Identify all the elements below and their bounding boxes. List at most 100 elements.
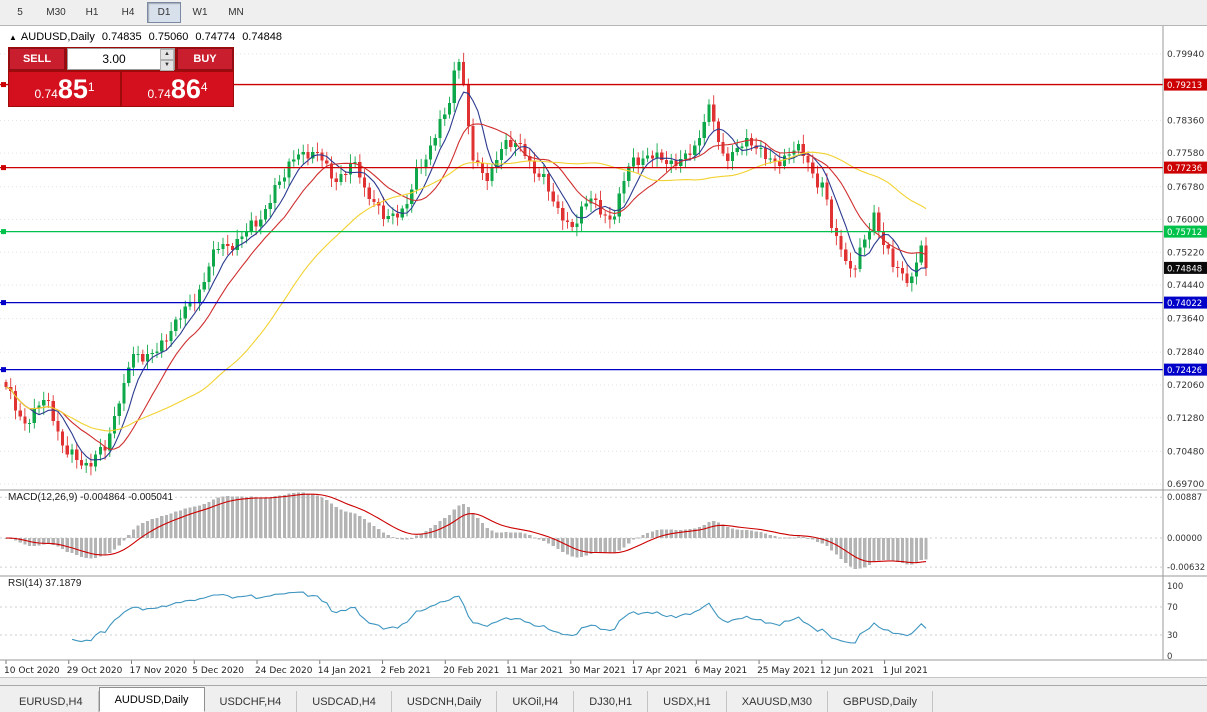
- svg-text:12 Jun 2021: 12 Jun 2021: [820, 666, 874, 676]
- tab-ukoil-h4[interactable]: UKOil,H4: [497, 691, 575, 712]
- svg-text:20 Feb 2021: 20 Feb 2021: [443, 666, 499, 676]
- svg-text:0.74440: 0.74440: [1167, 281, 1204, 291]
- level-lines[interactable]: 0.79213 0.77236 0.75712 0.74022 0.72426: [0, 78, 1207, 377]
- tab-xauusd-m30[interactable]: XAUUSD,M30: [727, 691, 829, 712]
- svg-text:25 May 2021: 25 May 2021: [757, 666, 816, 676]
- panel-separators: [0, 26, 1207, 661]
- svg-text:0.71280: 0.71280: [1167, 414, 1204, 424]
- price-label-0.77236: [1164, 161, 1207, 174]
- buy-price-sup: 4: [200, 80, 208, 94]
- symbol-triangle-icon: ▲: [9, 32, 17, 42]
- svg-text:17 Apr 2021: 17 Apr 2021: [632, 666, 688, 676]
- timeframe-button-mn[interactable]: MN: [228, 7, 244, 18]
- buy-price-big: 86: [170, 74, 201, 104]
- ma-line-6: [5, 91, 926, 461]
- svg-text:0.00887: 0.00887: [1167, 493, 1202, 503]
- svg-text:0.69700: 0.69700: [1167, 480, 1204, 490]
- timeframe-button-w1[interactable]: W1: [192, 7, 208, 18]
- svg-text:0.79940: 0.79940: [1167, 50, 1204, 60]
- svg-text:0.00000: 0.00000: [1167, 534, 1202, 544]
- chart-tab-bar: EURUSD,H4 AUDUSD,Daily USDCHF,H4 USDCAD,…: [0, 685, 1207, 712]
- svg-text:17 Nov 2020: 17 Nov 2020: [130, 666, 188, 676]
- volume-down-icon[interactable]: ▼: [160, 60, 174, 71]
- buy-price-small: 0.74: [147, 87, 171, 101]
- buy-button[interactable]: BUY: [177, 48, 233, 70]
- ma-line-13: [5, 123, 927, 450]
- price-label-0.75712: [1164, 225, 1207, 238]
- svg-text:0.72060: 0.72060: [1167, 381, 1204, 391]
- svg-text:10 Oct 2020: 10 Oct 2020: [4, 666, 60, 676]
- tab-dj30-h1[interactable]: DJ30,H1: [574, 691, 649, 712]
- timeframe-button-d1[interactable]: D1: [147, 2, 181, 23]
- timeframe-button-h1[interactable]: H1: [85, 7, 99, 18]
- svg-text:0.74022: 0.74022: [1167, 299, 1202, 309]
- chart-symbol-label: AUDUSD,Daily: [20, 31, 95, 43]
- price-label-0.72426: [1164, 363, 1207, 376]
- price-label-0.79213: [1164, 78, 1207, 91]
- svg-text:0.79213: 0.79213: [1167, 81, 1202, 91]
- svg-text:24 Dec 2020: 24 Dec 2020: [255, 666, 313, 676]
- date-axis: 10 Oct 2020 29 Oct 2020 17 Nov 2020 5 Dec 2…: [4, 660, 928, 676]
- macd-indicator-header: MACD(12,26,9) -0.004864 -0.005041: [8, 492, 174, 503]
- tab-usdx-h1[interactable]: USDX,H1: [648, 691, 727, 712]
- rsi-indicator-header: RSI(14) 37.1879: [8, 578, 82, 589]
- timeframe-toolbar: 5 M30 H1 H4 D1 W1 MN: [0, 0, 1207, 26]
- svg-text:1 Jul 2021: 1 Jul 2021: [883, 666, 928, 676]
- svg-text:0.76000: 0.76000: [1167, 216, 1204, 226]
- svg-text:0.72426: 0.72426: [1167, 366, 1202, 376]
- svg-text:0.73640: 0.73640: [1167, 315, 1204, 325]
- sell-price-big: 85: [57, 74, 88, 104]
- svg-text:2 Feb 2021: 2 Feb 2021: [381, 666, 431, 676]
- macd-signal-line: [5, 493, 927, 564]
- price-chart-canvas[interactable]: 0.79940 0.78360 0.77580 0.76780 0.76000 0.752…: [0, 0, 1207, 680]
- tab-usdcnh-daily[interactable]: USDCNH,Daily: [392, 691, 498, 712]
- chart-ohlc-header: ▲ AUDUSD,Daily 0.74835 0.75060 0.74774 0…: [9, 31, 282, 43]
- svg-text:0: 0: [1167, 652, 1172, 662]
- sell-price-small: 0.74: [34, 87, 58, 101]
- svg-text:0.78360: 0.78360: [1167, 116, 1204, 126]
- price-grid: 0.79940 0.78360 0.77580 0.76780 0.76000 0.752…: [0, 50, 1204, 490]
- svg-text:0.75220: 0.75220: [1167, 248, 1204, 258]
- svg-text:100: 100: [1167, 582, 1183, 592]
- svg-text:0.76780: 0.76780: [1167, 183, 1204, 193]
- svg-text:0.77580: 0.77580: [1167, 149, 1204, 159]
- tabbar-spacer: [0, 677, 1207, 686]
- timeframe-button-m5[interactable]: 5: [17, 7, 23, 18]
- timeframe-button-m30[interactable]: M30: [46, 7, 66, 18]
- timeframe-button-h4[interactable]: H4: [121, 7, 135, 18]
- volume-up-icon[interactable]: ▲: [160, 49, 174, 60]
- svg-text:0.74848: 0.74848: [1167, 264, 1202, 274]
- svg-text:14 Jan 2021: 14 Jan 2021: [318, 666, 372, 676]
- rsi-panel: 100 70 30 0: [0, 582, 1183, 662]
- svg-text:29 Oct 2020: 29 Oct 2020: [67, 666, 123, 676]
- tab-eurusd-h4[interactable]: EURUSD,H4: [4, 691, 99, 712]
- sell-price-sup: 1: [87, 80, 95, 94]
- volume-stepper: ▲ ▼: [67, 48, 175, 71]
- macd-panel: 0.00887 0.00000 -0.00632: [0, 492, 1205, 573]
- rsi-line: [71, 591, 927, 644]
- tab-usdcad-h4[interactable]: USDCAD,H4: [297, 691, 392, 712]
- tab-audusd-daily[interactable]: AUDUSD,Daily: [98, 687, 205, 712]
- tab-gbpusd-daily[interactable]: GBPUSD,Daily: [828, 691, 934, 712]
- svg-text:0.75712: 0.75712: [1167, 228, 1202, 238]
- svg-text:6 May 2021: 6 May 2021: [694, 666, 747, 676]
- price-label-0.74022: [1164, 296, 1207, 309]
- current-price-label: 0.74848: [1164, 261, 1207, 274]
- svg-text:5 Dec 2020: 5 Dec 2020: [192, 666, 244, 676]
- one-click-trading-panel: SELL ▲ ▼ BUY 0.74 85 1 0.74 86 4: [8, 47, 234, 107]
- buy-price-button[interactable]: 0.74 86 4: [122, 72, 233, 106]
- chart-low-value: 0.74774: [195, 31, 236, 43]
- ma-line-40: [5, 151, 927, 432]
- chart-open-value: 0.74835: [101, 31, 142, 43]
- sell-button[interactable]: SELL: [9, 48, 65, 70]
- tab-usdchf-h4[interactable]: USDCHF,H4: [205, 691, 298, 712]
- svg-text:11 Mar 2021: 11 Mar 2021: [506, 666, 563, 676]
- svg-text:30: 30: [1167, 631, 1178, 641]
- sell-price-button[interactable]: 0.74 85 1: [9, 72, 120, 106]
- svg-text:-0.00632: -0.00632: [1167, 563, 1205, 573]
- svg-text:0.70480: 0.70480: [1167, 447, 1204, 457]
- volume-input[interactable]: [68, 51, 160, 67]
- ma-lines: [5, 91, 927, 461]
- svg-text:0.72840: 0.72840: [1167, 348, 1204, 358]
